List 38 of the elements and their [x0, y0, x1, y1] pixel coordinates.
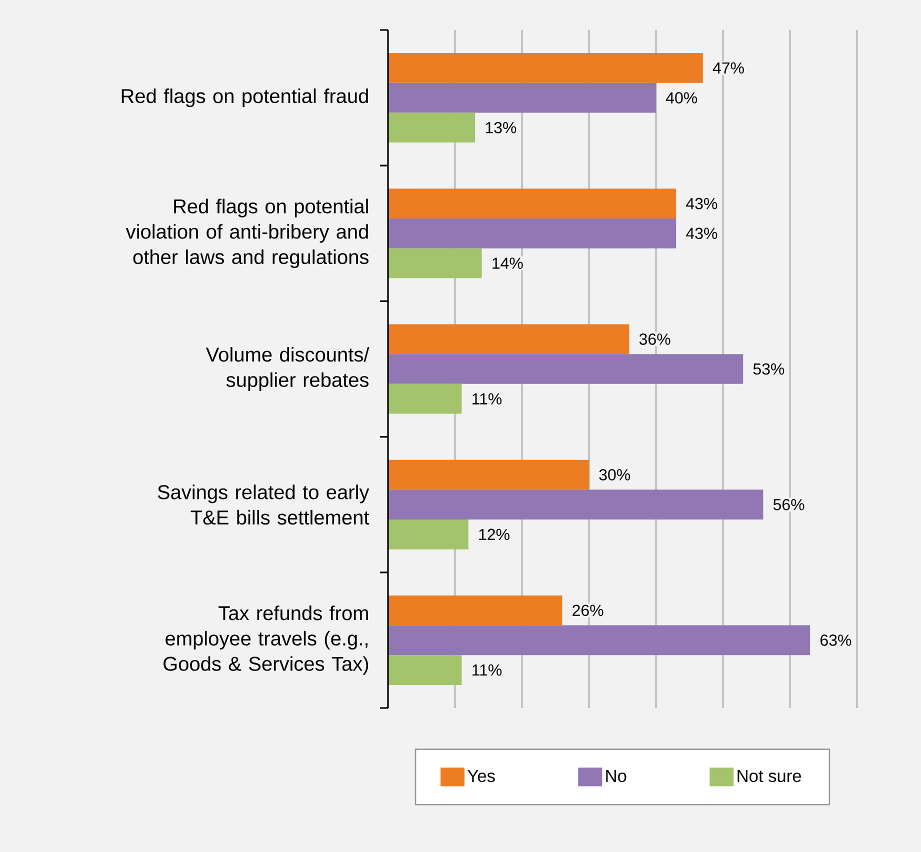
y-tick-label: Tax refunds from employee travels (e.g., Goods & Services Tax): [164, 606, 368, 675]
data-label: 43%: [686, 198, 718, 210]
data-label: 47%: [712, 62, 744, 74]
bar: [388, 520, 468, 550]
data-label: 12%: [479, 528, 510, 540]
data-label: 53%: [753, 363, 784, 375]
bar: [388, 384, 462, 414]
bar: [388, 595, 562, 626]
data-label: 11%: [472, 664, 502, 676]
bar: [388, 625, 810, 656]
data-label: 36%: [639, 334, 670, 345]
data-label: 63%: [820, 634, 852, 646]
legend-label: Not sure: [738, 770, 801, 782]
bar: [388, 112, 476, 143]
y-tick-label: Red flags on potential violation of anti-bribery and other laws and regulations: [126, 198, 368, 268]
bar: [388, 188, 676, 218]
bar: [388, 655, 462, 685]
data-label: 30%: [599, 469, 630, 480]
data-label: 13%: [486, 122, 516, 134]
bar: [388, 460, 589, 490]
y-tick-label: Red flags on potential fraud: [122, 88, 368, 108]
bar: [388, 218, 676, 248]
data-label: 14%: [492, 258, 523, 269]
data-label: 43%: [686, 228, 718, 240]
legend-label: No: [606, 770, 626, 782]
bar: [388, 490, 764, 520]
bar: [388, 354, 744, 384]
data-label: 26%: [572, 604, 604, 616]
bar: [388, 53, 703, 83]
bar: [388, 324, 630, 354]
bar: [388, 82, 656, 113]
data-label: 11%: [472, 393, 502, 404]
y-tick-label: Volume discounts/ supplier rebates: [206, 347, 370, 391]
data-label: 40%: [666, 92, 698, 104]
y-tick-label: Savings related to early T&E bills settlement: [158, 484, 370, 525]
data-label: 56%: [773, 498, 804, 510]
bar: [388, 248, 482, 278]
legend-label: Yes: [468, 770, 495, 782]
